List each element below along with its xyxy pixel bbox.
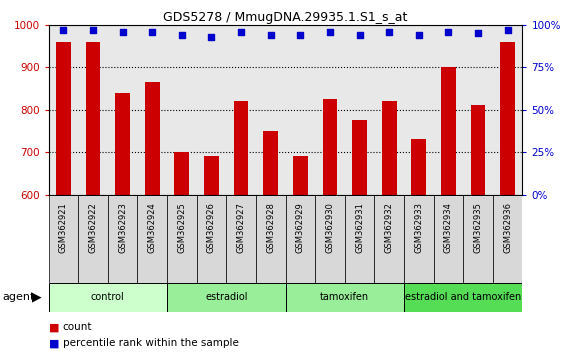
Point: [266, 32, 275, 38]
Bar: [345, 195, 375, 283]
Point: [59, 27, 68, 33]
Bar: [138, 195, 167, 283]
Bar: [404, 283, 522, 312]
Bar: [86, 42, 100, 195]
Bar: [463, 195, 493, 283]
Point: [177, 32, 186, 38]
Text: GSM362928: GSM362928: [266, 202, 275, 253]
Point: [89, 27, 98, 33]
Title: GDS5278 / MmugDNA.29935.1.S1_s_at: GDS5278 / MmugDNA.29935.1.S1_s_at: [163, 11, 408, 24]
Bar: [493, 195, 522, 283]
Text: agent: agent: [3, 292, 35, 302]
Point: [444, 29, 453, 34]
Point: [296, 32, 305, 38]
Text: tamoxifen: tamoxifen: [320, 292, 369, 302]
Point: [207, 34, 216, 40]
Bar: [256, 195, 286, 283]
Point: [385, 29, 394, 34]
Point: [355, 32, 364, 38]
Text: GSM362929: GSM362929: [296, 202, 305, 252]
Text: GSM362922: GSM362922: [89, 202, 98, 252]
Bar: [500, 42, 515, 195]
Text: GSM362932: GSM362932: [385, 202, 393, 253]
Bar: [115, 93, 130, 195]
Text: ■: ■: [49, 338, 59, 348]
Point: [148, 29, 157, 34]
Bar: [441, 67, 456, 195]
Bar: [78, 195, 108, 283]
Bar: [352, 120, 367, 195]
Point: [503, 27, 512, 33]
Text: count: count: [63, 322, 93, 332]
Bar: [375, 195, 404, 283]
Bar: [382, 101, 397, 195]
Bar: [167, 195, 196, 283]
Bar: [404, 195, 433, 283]
Text: GSM362924: GSM362924: [148, 202, 156, 252]
Bar: [108, 195, 138, 283]
Bar: [145, 82, 160, 195]
Bar: [263, 131, 278, 195]
Bar: [167, 283, 286, 312]
Bar: [315, 195, 345, 283]
Bar: [286, 195, 315, 283]
Text: GSM362923: GSM362923: [118, 202, 127, 253]
Point: [473, 30, 482, 36]
Bar: [411, 139, 426, 195]
Bar: [323, 99, 337, 195]
Point: [236, 29, 246, 34]
Text: ■: ■: [49, 322, 59, 332]
Text: GSM362934: GSM362934: [444, 202, 453, 253]
Text: ▶: ▶: [31, 291, 41, 304]
Bar: [196, 195, 226, 283]
Bar: [286, 283, 404, 312]
Text: control: control: [91, 292, 124, 302]
Bar: [471, 105, 485, 195]
Text: GSM362936: GSM362936: [503, 202, 512, 253]
Point: [414, 32, 423, 38]
Text: estradiol and tamoxifen: estradiol and tamoxifen: [405, 292, 521, 302]
Bar: [56, 42, 71, 195]
Text: GSM362921: GSM362921: [59, 202, 68, 252]
Bar: [204, 156, 219, 195]
Text: GSM362930: GSM362930: [325, 202, 335, 253]
Text: GSM362926: GSM362926: [207, 202, 216, 253]
Bar: [433, 195, 463, 283]
Bar: [293, 156, 308, 195]
Text: GSM362931: GSM362931: [355, 202, 364, 253]
Bar: [174, 152, 189, 195]
Text: GSM362935: GSM362935: [473, 202, 482, 253]
Text: GSM362927: GSM362927: [236, 202, 246, 253]
Text: GSM362925: GSM362925: [178, 202, 186, 252]
Bar: [49, 195, 78, 283]
Point: [325, 29, 335, 34]
Bar: [234, 101, 248, 195]
Point: [118, 29, 127, 34]
Text: percentile rank within the sample: percentile rank within the sample: [63, 338, 239, 348]
Text: estradiol: estradiol: [205, 292, 247, 302]
Bar: [226, 195, 256, 283]
Text: GSM362933: GSM362933: [415, 202, 423, 253]
Bar: [49, 283, 167, 312]
